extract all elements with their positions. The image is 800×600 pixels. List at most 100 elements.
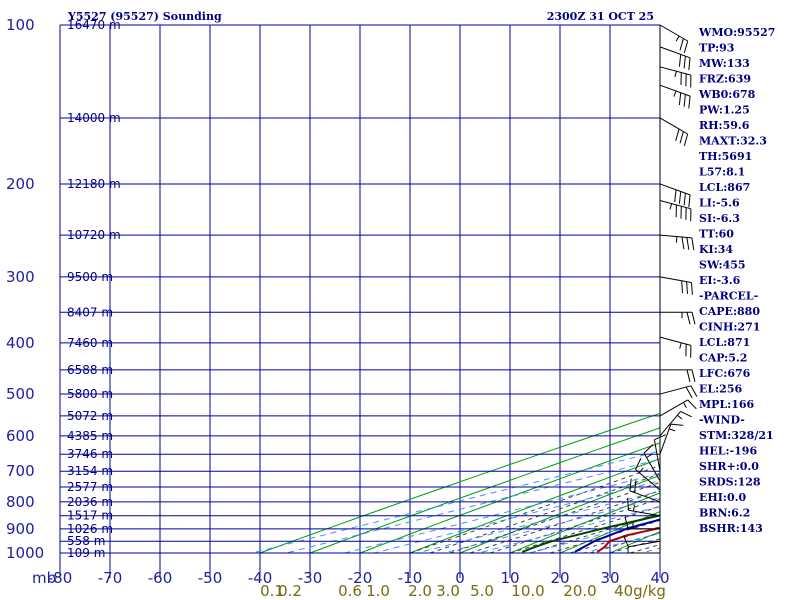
height-label: 7460 m: [67, 336, 113, 350]
moist-adiabat: [429, 473, 660, 554]
wind-barb-flag: [635, 458, 642, 470]
index-entry: HEL:-196: [699, 445, 757, 458]
index-entry: SW:455: [699, 259, 746, 272]
wind-barb-flag: [691, 312, 696, 325]
height-label: 109 m: [67, 546, 105, 560]
index-entry: MPL:166: [699, 398, 755, 411]
wind-barb: [659, 369, 696, 383]
index-entry: CAP:5.2: [699, 352, 747, 365]
index-entry: KI:34: [699, 243, 733, 256]
mixing-ratio-label: 40g/kg: [614, 582, 666, 600]
wind-barb-half: [669, 203, 673, 210]
wind-barb: [653, 434, 666, 472]
isotherms: [59, 24, 661, 578]
wind-barb-flag: [686, 369, 691, 383]
index-entry: LCL:871: [699, 336, 750, 349]
pressure-tick-label: 700: [6, 462, 35, 480]
wind-barb: [659, 311, 696, 325]
pressure-tick-label: 1000: [6, 544, 44, 562]
index-entry: SI:-6.3: [699, 212, 740, 225]
chart-time: 2300Z 31 OCT 25: [547, 10, 654, 23]
wind-barb-flag: [688, 57, 691, 71]
height-label: 1517 m: [67, 509, 113, 523]
temperature-tick-label: -40: [248, 569, 273, 587]
wind-barb-half: [669, 428, 676, 432]
isobars: [60, 24, 660, 554]
wind-barb-staff: [628, 540, 661, 548]
wind-barb-flag: [686, 312, 691, 325]
pressure-tick-label: 900: [6, 520, 35, 538]
index-entry: -WIND-: [699, 414, 745, 427]
wind-barb-flag: [691, 282, 693, 295]
wind-barb: [659, 24, 689, 54]
parcel-trace: [574, 518, 660, 553]
mixing-ratio-line: [478, 505, 660, 554]
mixing-ratio-label: 5.0: [470, 582, 494, 600]
chart-title: Y5527 (95527) Sounding: [67, 10, 222, 23]
moist-adiabat: [569, 526, 660, 554]
wind-barb: [659, 117, 689, 147]
wind-barb-staff: [659, 24, 688, 42]
index-entry: SRDS:128: [699, 476, 761, 489]
index-entry: FRZ:639: [699, 73, 751, 86]
wind-barb-flag: [670, 423, 684, 426]
mixing-ratio-label: 20.0: [563, 582, 596, 600]
mixing-ratio-line: [285, 458, 660, 554]
moist-adiabats: [409, 465, 660, 554]
index-entry: LCL:867: [699, 181, 750, 194]
wind-barb-flag: [688, 194, 691, 208]
wind-barb: [659, 410, 692, 437]
height-label: 4385 m: [67, 429, 113, 443]
wind-barb-staff: [659, 399, 688, 417]
wind-barb-flag: [643, 444, 654, 454]
moist-adiabat: [549, 519, 660, 554]
height-label: 5800 m: [67, 387, 113, 401]
wind-barb: [659, 46, 691, 71]
wind-barb: [659, 385, 698, 399]
moist-adiabat: [489, 498, 660, 554]
height-label: 2577 m: [67, 480, 113, 494]
wind-barb-flag: [686, 281, 688, 294]
temperature-tick-label: -20: [348, 569, 373, 587]
wind-barb-half: [679, 342, 682, 349]
wind-barb: [627, 547, 660, 554]
wind-barb-flag: [686, 237, 690, 250]
index-entry: TT:60: [699, 228, 734, 241]
moist-adiabat: [529, 513, 660, 554]
wind-barb-flag: [678, 191, 682, 204]
temperature-tick-label: -30: [298, 569, 323, 587]
pressure-tick-label: 600: [6, 427, 35, 445]
mixing-ratio-line: [251, 450, 660, 554]
mixing-ratio-label: 3.0: [436, 582, 460, 600]
wind-barb-half: [677, 414, 683, 420]
wind-barb: [659, 66, 692, 88]
index-entry: L57:8.1: [699, 166, 745, 179]
wind-barb-flag: [622, 535, 629, 548]
mixing-ratio-label: 0.6: [338, 582, 362, 600]
wind-barb-flag: [687, 399, 697, 410]
dry-adiabat: [760, 25, 800, 553]
mixing-ratio-line: [583, 532, 660, 554]
pressure-tick-label: 300: [6, 268, 35, 286]
height-label: 10720 m: [67, 228, 121, 242]
index-entry: TP:93: [699, 42, 734, 55]
wind-barb: [659, 276, 693, 295]
index-entry: PW:1.25: [699, 104, 750, 117]
index-entry: STM:328/21: [699, 429, 774, 442]
wind-barb-flag: [680, 410, 692, 418]
index-entry: EHI:0.0: [699, 491, 746, 504]
wind-barb-flag: [678, 54, 682, 67]
height-label: 14000 m: [67, 111, 121, 125]
wind-barb-flag: [675, 128, 680, 142]
wind-barb-half: [675, 236, 678, 243]
wind-barb-staff: [659, 336, 692, 346]
wind-barb-flag: [683, 40, 689, 54]
wind-barb: [659, 423, 684, 455]
wind-barb-flag: [683, 56, 686, 69]
wind-barb-staff: [653, 439, 661, 472]
wind-barb-flag: [681, 236, 685, 250]
wind-barb-flag: [678, 92, 682, 106]
wind-barb-staff: [659, 385, 692, 395]
